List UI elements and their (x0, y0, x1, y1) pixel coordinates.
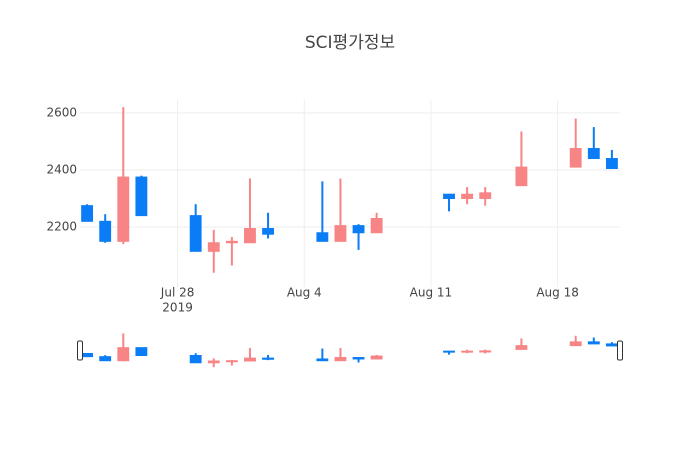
slider-candle-body (135, 347, 148, 356)
candle-body (443, 193, 455, 199)
candle-body (262, 227, 274, 235)
slider-candle-body (117, 347, 130, 362)
candle-body (99, 220, 112, 242)
y-tick-label: 2200 (46, 220, 77, 234)
slider-candle-body (479, 350, 492, 353)
slider-candle-body (189, 354, 202, 364)
candle-body (207, 242, 220, 252)
rangeslider-handle (77, 340, 83, 361)
candle-body (515, 166, 528, 187)
slider-candle-body (461, 350, 474, 353)
y-tick-label: 2400 (46, 162, 77, 176)
candle-body (244, 227, 256, 244)
candle-body (189, 215, 202, 252)
candle-body (352, 225, 365, 234)
slider-candle-body (207, 360, 220, 364)
slider-candle-body (99, 356, 112, 362)
candle-body (117, 176, 130, 242)
slider-candle-body (605, 343, 618, 347)
slider-candle-body (443, 350, 455, 353)
candle-body (334, 225, 347, 242)
x-tick-label: Aug 4 (287, 286, 322, 300)
x-year-label: 2019 (162, 301, 193, 315)
candle-body (316, 232, 329, 242)
candle-body (479, 192, 492, 199)
slider-candle-body (587, 341, 600, 345)
rangeslider-frame (80, 332, 620, 370)
candle-body (587, 148, 600, 160)
rangeslider-handle (617, 340, 623, 361)
candle-body (569, 148, 582, 168)
x-tick-label: Aug 11 (410, 286, 453, 300)
slider-candle-body (262, 357, 274, 360)
slider-candle-body (244, 357, 256, 362)
candle-body (605, 158, 618, 170)
slider-candle-body (334, 357, 347, 362)
candle-body (81, 205, 94, 222)
candle-body (370, 217, 383, 234)
slider-candle-body (225, 360, 238, 363)
x-tick-label: Aug 18 (536, 286, 579, 300)
candle-body (135, 176, 148, 217)
chart-title: SCI평가정보 (305, 33, 395, 53)
y-tick-label: 2600 (46, 105, 77, 119)
slider-candle-body (352, 357, 365, 360)
slider-candle-body (515, 345, 528, 350)
candle-body (225, 240, 238, 244)
slider-candle-body (569, 341, 582, 347)
x-tick-label: Jul 28 (160, 286, 195, 300)
slider-candle-body (316, 358, 329, 362)
slider-candle-body (370, 355, 383, 360)
slider-candle-body (81, 352, 94, 358)
candle-body (461, 193, 474, 199)
